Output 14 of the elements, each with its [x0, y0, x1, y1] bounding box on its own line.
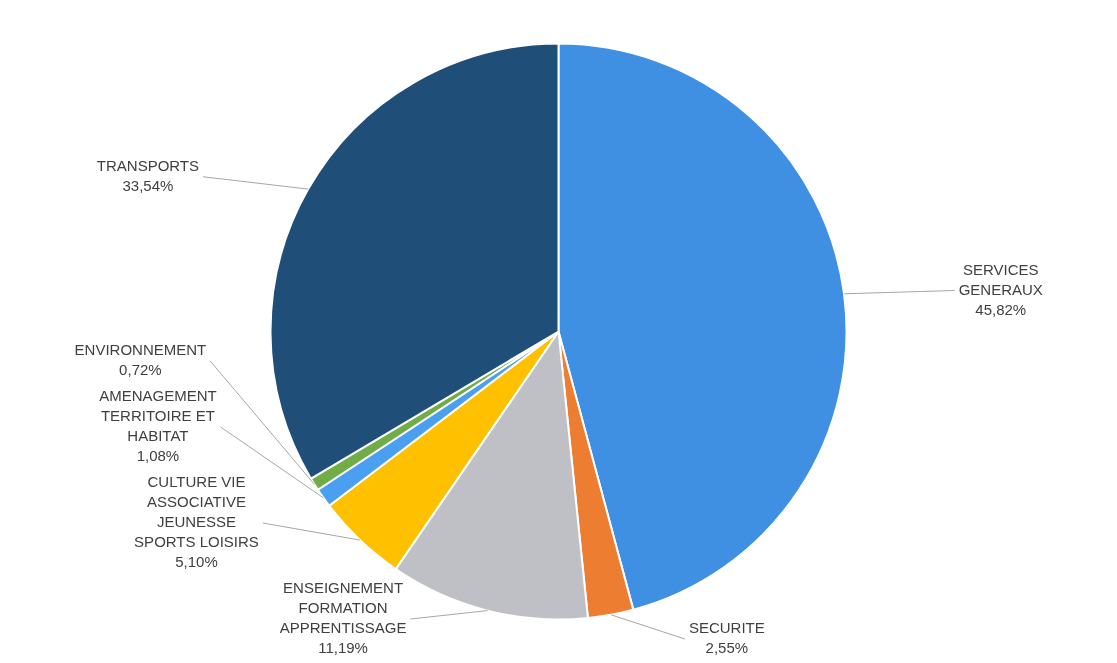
data-label: 45,82%: [975, 300, 1027, 318]
slice-label: CULTURE VIE ASSOCIATIVE JEUNESSE SPORTS LOISIRS: [134, 473, 259, 551]
slice-label: ENSEIGNEMENT FORMATION APPRENTISSAGE: [279, 579, 407, 637]
slice-label: TRANSPORTS: [96, 156, 200, 174]
slice-label: ENVIRONNEMENT: [74, 341, 207, 359]
data-label: 0,72%: [119, 361, 162, 379]
data-label: 2,55%: [705, 639, 749, 657]
data-label: 1,08%: [136, 447, 180, 465]
slice-label: SERVICES GENERAUX: [958, 260, 1043, 298]
slice-label: AMENAGEMENT TERRITOIRE ET HABITAT: [99, 387, 217, 445]
slice-label: SECURITE: [688, 619, 765, 637]
data-label: 33,54%: [122, 176, 174, 194]
data-label: 5,10%: [175, 553, 218, 571]
data-label: 11,19%: [318, 639, 368, 657]
